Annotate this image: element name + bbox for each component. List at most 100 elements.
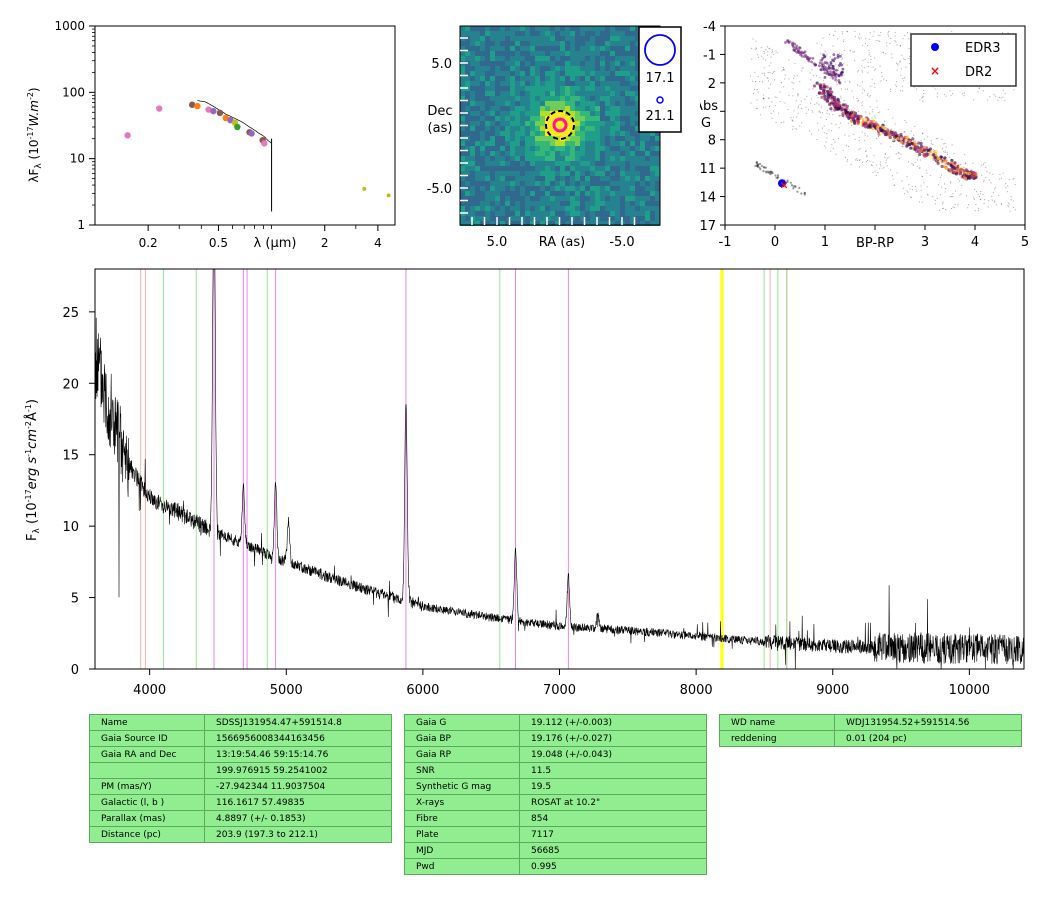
table-value: 116.1617 57.49835 xyxy=(204,794,392,811)
legend-edr3: EDR3 xyxy=(965,41,1001,56)
target-marker xyxy=(552,117,568,133)
table-key: reddening xyxy=(719,730,835,747)
table-value: 199.976915 59.2541002 xyxy=(204,762,392,779)
table-row: Galactic (l, b ) 116.1617 57.49835 xyxy=(89,794,392,811)
table-row: Synthetic G mag 19.5 xyxy=(404,778,707,795)
table-value: 4.8897 (+/- 0.1853) xyxy=(204,810,392,827)
table-key: Gaia Source ID xyxy=(89,730,205,747)
hr-ytick-label: -1 xyxy=(703,48,716,63)
table-key: Gaia RP xyxy=(404,746,520,763)
spec-ytick-label: 5 xyxy=(71,592,79,607)
table-key: Gaia BP xyxy=(404,730,520,747)
table-value: 19.048 (+/-0.043) xyxy=(519,746,707,763)
img-xtick-label: -5.0 xyxy=(609,235,634,250)
spec-xtick-label: 7000 xyxy=(543,683,576,698)
table-value: 19.176 (+/-0.027) xyxy=(519,730,707,747)
table-value: 19.5 xyxy=(519,778,707,795)
hr-xtick-label: -1 xyxy=(719,235,732,250)
table-key: WD name xyxy=(719,714,835,731)
table-key: SNR xyxy=(404,762,520,779)
spec-ytick-label: 0 xyxy=(71,663,79,678)
img-ylabel-2: (as) xyxy=(428,121,453,136)
sed-xlabel: λ (μm) xyxy=(254,236,297,251)
table-row: X-rays ROSAT at 10.2" xyxy=(404,794,707,811)
table-row: Plate 7117 xyxy=(404,826,707,843)
hr-legend: EDR3 × DR2 xyxy=(910,33,1017,87)
sed-ytick-label: 10 xyxy=(70,152,85,166)
spec-xtick-label: 9000 xyxy=(816,683,849,698)
spec-ytick-label: 15 xyxy=(62,449,79,464)
dr2-point: × xyxy=(779,178,788,191)
table-value: 7117 xyxy=(519,826,707,843)
sed-point xyxy=(362,186,367,191)
sed-point xyxy=(156,105,163,112)
table-row: Gaia Source ID 1566956008344163456 xyxy=(89,730,392,747)
img-xlabel: RA (as) xyxy=(539,235,585,250)
table-row: Distance (pc) 203.9 (197.3 to 212.1) xyxy=(89,826,392,843)
table-row: Fibre 854 xyxy=(404,810,707,827)
table-row: 199.976915 59.2541002 xyxy=(89,762,392,779)
sed-point xyxy=(188,101,196,108)
table-key: Galactic (l, b ) xyxy=(89,794,205,811)
hr-diagram: × -1 0 1 3 4 5 -4 -1 2 8 11 14 17 Abs G BP-RP EDR3 ×… xyxy=(700,20,1029,251)
spectrum-line xyxy=(94,268,1024,670)
sed-point xyxy=(194,102,201,110)
table-value: 203.9 (197.3 to 212.1) xyxy=(204,826,392,843)
spec-xtick-label: 5000 xyxy=(270,683,303,698)
spec-ylabel: Fλ (10-17erg s-1cm-2Å-1) xyxy=(24,399,42,541)
hr-xtick-label: 3 xyxy=(921,235,929,250)
img-xtick-label: 5.0 xyxy=(487,235,508,250)
legend-dr2: DR2 xyxy=(965,65,992,80)
svg-text:G: G xyxy=(701,116,711,131)
photometry-table: Gaia G 19.112 (+/-0.003) Gaia BP 19.176 (+/… xyxy=(404,714,707,875)
spectrum-plot: 4000 5000 6000 7000 8000 9000 100000510152025 … xyxy=(24,268,1025,698)
table-value: 854 xyxy=(519,810,707,827)
table-row: Gaia RP 19.048 (+/-0.043) xyxy=(404,746,707,763)
table-value: ROSAT at 10.2" xyxy=(519,794,707,811)
hr-ytick-label: 17 xyxy=(700,219,716,234)
sed-ytick-label: 1 xyxy=(77,218,85,232)
spec-xtick-label: 4000 xyxy=(133,683,166,698)
table-key: Gaia G xyxy=(404,714,520,731)
spec-xtick-label: 8000 xyxy=(680,683,713,698)
hr-ytick-label: 11 xyxy=(700,162,716,177)
hr-ytick-label: 14 xyxy=(700,191,716,206)
hr-xtick-label: 5 xyxy=(1021,235,1029,250)
sed-xtick-label: 4 xyxy=(374,236,382,250)
spec-ytick-label: 20 xyxy=(62,377,79,392)
table-value: WDJ131954.52+591514.56 xyxy=(834,714,1022,731)
img-ylabel-1: Dec xyxy=(427,104,452,119)
table-value: 11.5 xyxy=(519,762,707,779)
table-key: Plate xyxy=(404,826,520,843)
table-key: Parallax (mas) xyxy=(89,810,205,827)
image-cutout: 5.0 -5.0 5.0 -5.0 Dec (as) RA (as) 17.1 21.… xyxy=(427,25,682,250)
table-row: Name SDSSJ131954.47+591514.8 xyxy=(89,714,392,731)
table-value: SDSSJ131954.47+591514.8 xyxy=(204,714,392,731)
table-row: SNR 11.5 xyxy=(404,762,707,779)
table-row: WD name WDJ131954.52+591514.56 xyxy=(719,714,1022,731)
target-info-table: Name SDSSJ131954.47+591514.8 Gaia Source I… xyxy=(89,714,392,843)
hr-xtick-label: 0 xyxy=(771,235,779,250)
sed-ytick-label: 100 xyxy=(62,85,85,99)
table-row: Parallax (mas) 4.8897 (+/- 0.1853) xyxy=(89,810,392,827)
legend-label-1: 17.1 xyxy=(646,71,675,86)
legend-label-2: 21.1 xyxy=(646,109,675,124)
hr-ytick-label: 8 xyxy=(708,134,716,149)
table-row: Gaia G 19.112 (+/-0.003) xyxy=(404,714,707,731)
table-key: Distance (pc) xyxy=(89,826,205,843)
table-value: 0.995 xyxy=(519,858,707,875)
sed-point xyxy=(216,109,224,117)
sed-point xyxy=(234,123,241,131)
sed-point xyxy=(248,130,255,137)
sed-xtick-label: 0.2 xyxy=(139,236,158,250)
edr3-point xyxy=(778,179,786,188)
spec-xtick-label: 6000 xyxy=(406,683,439,698)
img-ytick-label: 5.0 xyxy=(431,57,452,72)
table-key xyxy=(89,762,205,779)
sed-ytick-label: 1000 xyxy=(54,19,85,33)
wd-info-table: WD name WDJ131954.52+591514.56 reddening 0.… xyxy=(719,714,1022,747)
table-key: Fibre xyxy=(404,810,520,827)
sed-point xyxy=(210,107,217,115)
table-row: reddening 0.01 (204 pc) xyxy=(719,730,1022,747)
